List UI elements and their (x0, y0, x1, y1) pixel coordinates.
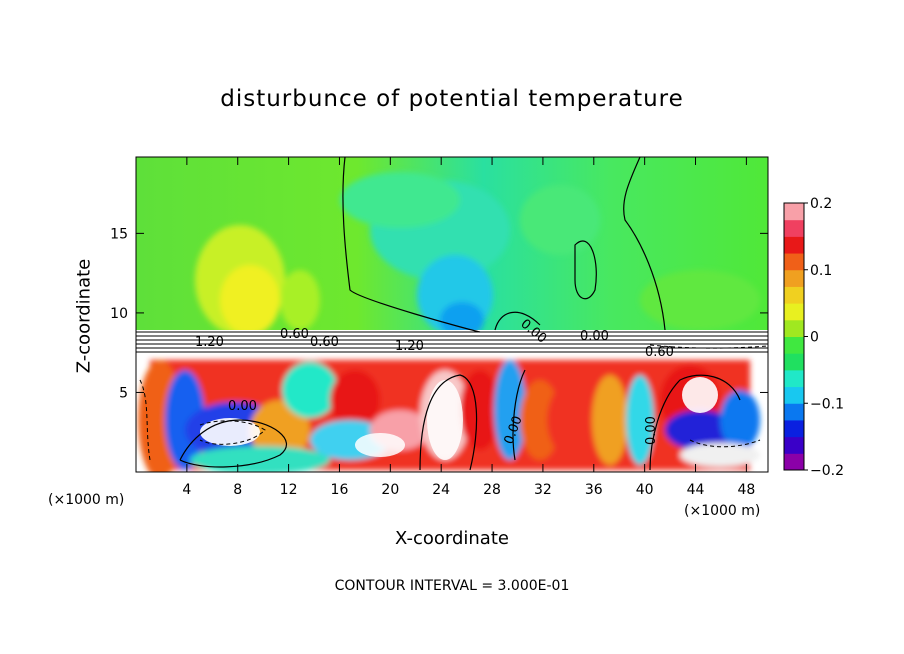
colorbar-tick-label: 0.1 (810, 263, 832, 279)
colorbar-swatch (784, 319, 804, 337)
colorbar-swatch (784, 286, 804, 304)
colorbar-swatch (784, 303, 804, 321)
contour-label: 0.60 (280, 327, 309, 342)
colorbar-swatch (784, 386, 804, 404)
x-axis-title: X-coordinate (395, 528, 509, 549)
colorbar-tick-label: 0 (810, 330, 819, 346)
colorbar-swatch (784, 253, 804, 271)
y-axis: 5 10 15 (110, 226, 768, 401)
colorbar-swatch (784, 419, 804, 438)
colorbar-tick-label: −0.2 (810, 463, 844, 479)
contour-label: 1.20 (395, 339, 424, 354)
colorbar-swatch (784, 269, 804, 287)
x-axis: 4 8 12 16 20 24 28 32 36 40 44 48 (182, 157, 755, 498)
contour-label: 0.00 (228, 399, 257, 414)
x-tick-label: 48 (737, 482, 755, 498)
y-tick-label: 5 (119, 385, 128, 401)
contour-label: 1.20 (195, 335, 224, 350)
colorbar-swatch (784, 436, 804, 454)
contour-label: 0.60 (310, 335, 339, 350)
y-tick-label: 15 (110, 226, 128, 242)
plot-frame (135, 156, 769, 473)
x-tick-label: 20 (381, 482, 399, 498)
contour-label: 0.00 (580, 329, 609, 344)
colorbar-swatch (784, 403, 804, 421)
colorbar-swatch (784, 236, 804, 254)
contour-interval: CONTOUR INTERVAL = 3.000E-01 (334, 578, 570, 594)
x-tick-label: 4 (182, 482, 191, 498)
x-tick-label: 8 (233, 482, 242, 498)
x-tick-label: 40 (636, 482, 654, 498)
x-tick-label: 28 (483, 482, 501, 498)
contour-label: 0.00 (644, 416, 659, 445)
x-tick-label: 24 (432, 482, 450, 498)
x-tick-label: 16 (331, 482, 349, 498)
y-axis-title: Z-coordinate (73, 258, 95, 374)
x-tick-label: 32 (534, 482, 552, 498)
x-unit-label-left: (×1000 m) (48, 492, 125, 508)
colorbar-swatch (784, 336, 804, 354)
x-tick-label: 12 (280, 482, 298, 498)
colorbar-swatch (784, 369, 804, 388)
x-tick-label: 44 (687, 482, 705, 498)
colorbar-tick-label: −0.1 (810, 396, 844, 412)
x-unit-label-right: (×1000 m) (684, 503, 761, 519)
colorbar: 0.2 0.1 0 −0.1 −0.2 (783, 196, 844, 479)
colorbar-swatch (784, 219, 804, 237)
colorbar-swatch (784, 353, 804, 371)
colorbar-tick-label: 0.2 (810, 196, 832, 212)
chart-title: disturbunce of potential temperature (220, 86, 684, 112)
colorbar-swatch (784, 203, 804, 221)
y-tick-label: 10 (110, 306, 128, 322)
heatmap-field (136, 157, 768, 472)
contour-label: 0.60 (645, 345, 674, 360)
x-tick-label: 36 (585, 482, 603, 498)
colorbar-swatch (784, 453, 804, 471)
